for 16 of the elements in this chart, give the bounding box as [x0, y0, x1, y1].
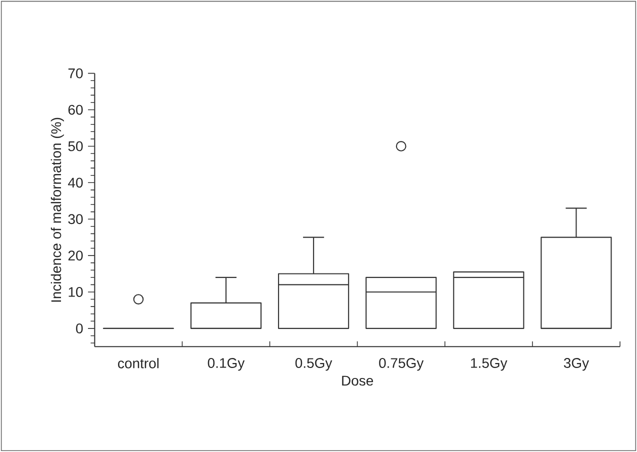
- y-tick-label: 70: [68, 68, 83, 78]
- x-tick-label: 0.75Gy: [379, 358, 424, 371]
- x-tick-label: 0.5Gy: [295, 358, 332, 371]
- x-axis-title: Dose: [342, 376, 374, 386]
- y-tick-label: 40: [68, 178, 83, 188]
- y-tick-label: 10: [68, 287, 83, 297]
- x-tick-label: control: [118, 358, 159, 368]
- x-tick-label: 3Gy: [564, 358, 590, 371]
- y-tick-label: 30: [68, 214, 83, 224]
- y-tick-label: 0: [76, 323, 83, 334]
- y-tick-label: 20: [68, 250, 83, 261]
- x-tick-label: 0.1Gy: [208, 358, 245, 371]
- y-tick-label: 60: [68, 104, 83, 115]
- x-tick-label: 1.5Gy: [471, 358, 508, 371]
- y-axis-title: Incidence of malformation (%): [50, 118, 64, 302]
- y-tick-label: 50: [68, 141, 83, 152]
